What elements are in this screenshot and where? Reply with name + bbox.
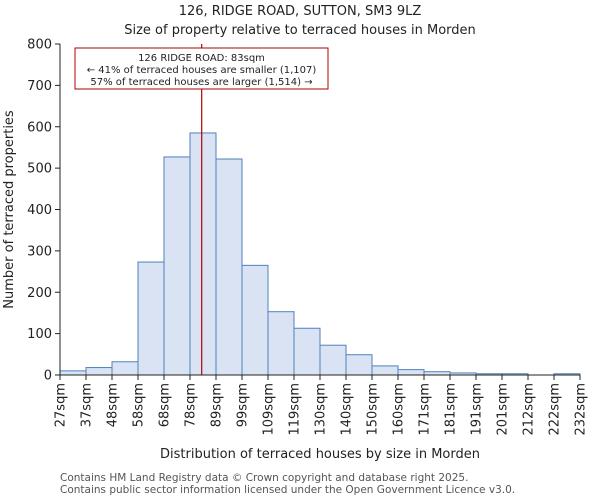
y-tick-label: 0 bbox=[44, 369, 52, 384]
x-tick-label: 222sqm bbox=[548, 383, 563, 436]
footer-line-1: Contains HM Land Registry data © Crown c… bbox=[60, 472, 468, 484]
bar-160sqm bbox=[397, 369, 425, 376]
y-tick-label: 700 bbox=[27, 79, 52, 94]
x-tick-label: 109sqm bbox=[262, 383, 277, 436]
y-tick-label: 500 bbox=[27, 162, 52, 177]
annotation-line-2: ← 41% of terraced houses are smaller (1,… bbox=[87, 65, 317, 76]
x-tick-label: 201sqm bbox=[496, 383, 511, 436]
x-tick-label: 68sqm bbox=[158, 383, 173, 427]
x-tick-label: 58sqm bbox=[132, 383, 147, 427]
x-tick-label: 140sqm bbox=[340, 383, 355, 436]
x-tick-label: 78sqm bbox=[184, 383, 199, 427]
x-tick-label: 27sqm bbox=[54, 383, 69, 427]
bar-78sqm bbox=[189, 132, 217, 376]
x-tick-label: 119sqm bbox=[288, 383, 303, 436]
x-tick-label: 99sqm bbox=[236, 383, 251, 427]
annotation-line-1: 126 RIDGE ROAD: 83sqm bbox=[138, 53, 265, 64]
bar-27sqm bbox=[59, 370, 87, 376]
bar-109sqm bbox=[267, 311, 295, 376]
y-tick-label: 800 bbox=[27, 38, 52, 53]
x-tick-label: 171sqm bbox=[418, 383, 433, 436]
bar-119sqm bbox=[293, 327, 321, 376]
x-tick-label: 212sqm bbox=[522, 383, 537, 436]
y-tick-label: 600 bbox=[27, 120, 52, 135]
y-tick-label: 300 bbox=[27, 244, 52, 259]
x-tick-label: 130sqm bbox=[314, 383, 329, 436]
y-tick-label: 200 bbox=[27, 286, 52, 301]
bar-99sqm bbox=[241, 264, 269, 376]
bar-37sqm bbox=[85, 367, 113, 376]
chart-subtitle: Size of property relative to terraced ho… bbox=[124, 23, 476, 38]
bar-48sqm bbox=[111, 361, 139, 376]
footer-line-2: Contains public sector information licen… bbox=[60, 484, 515, 496]
bars-group bbox=[59, 132, 581, 376]
chart-title: 126, RIDGE ROAD, SUTTON, SM3 9LZ bbox=[179, 4, 422, 19]
x-axis-label: Distribution of terraced houses by size … bbox=[160, 447, 480, 462]
bar-89sqm bbox=[215, 158, 243, 376]
y-tick-label: 100 bbox=[27, 327, 52, 342]
x-tick-label: 232sqm bbox=[574, 383, 589, 436]
x-tick-label: 48sqm bbox=[106, 383, 121, 427]
annotation-box bbox=[74, 47, 329, 90]
bar-150sqm bbox=[371, 365, 399, 376]
x-tick-label: 181sqm bbox=[444, 383, 459, 436]
bar-130sqm bbox=[319, 344, 347, 376]
bar-68sqm bbox=[163, 156, 191, 376]
y-tick-label: 400 bbox=[27, 203, 52, 218]
bar-58sqm bbox=[137, 261, 165, 376]
x-axis-ticks: 27sqm 37sqm 48sqm 58sqm 68sqm 78sqm 89sqm 99sqm… bbox=[54, 375, 589, 436]
bar-140sqm bbox=[345, 354, 373, 376]
x-tick-label: 191sqm bbox=[470, 383, 485, 436]
annotation-line-3: 57% of terraced houses are larger (1,514… bbox=[90, 77, 312, 88]
x-tick-label: 89sqm bbox=[210, 383, 225, 427]
x-tick-label: 150sqm bbox=[366, 383, 381, 436]
x-tick-label: 160sqm bbox=[392, 383, 407, 436]
y-axis-ticks: 0 100 200 300 400 500 600 700 800 bbox=[27, 38, 60, 384]
y-axis-label: Number of terraced properties bbox=[2, 110, 17, 309]
x-tick-label: 37sqm bbox=[80, 383, 95, 427]
